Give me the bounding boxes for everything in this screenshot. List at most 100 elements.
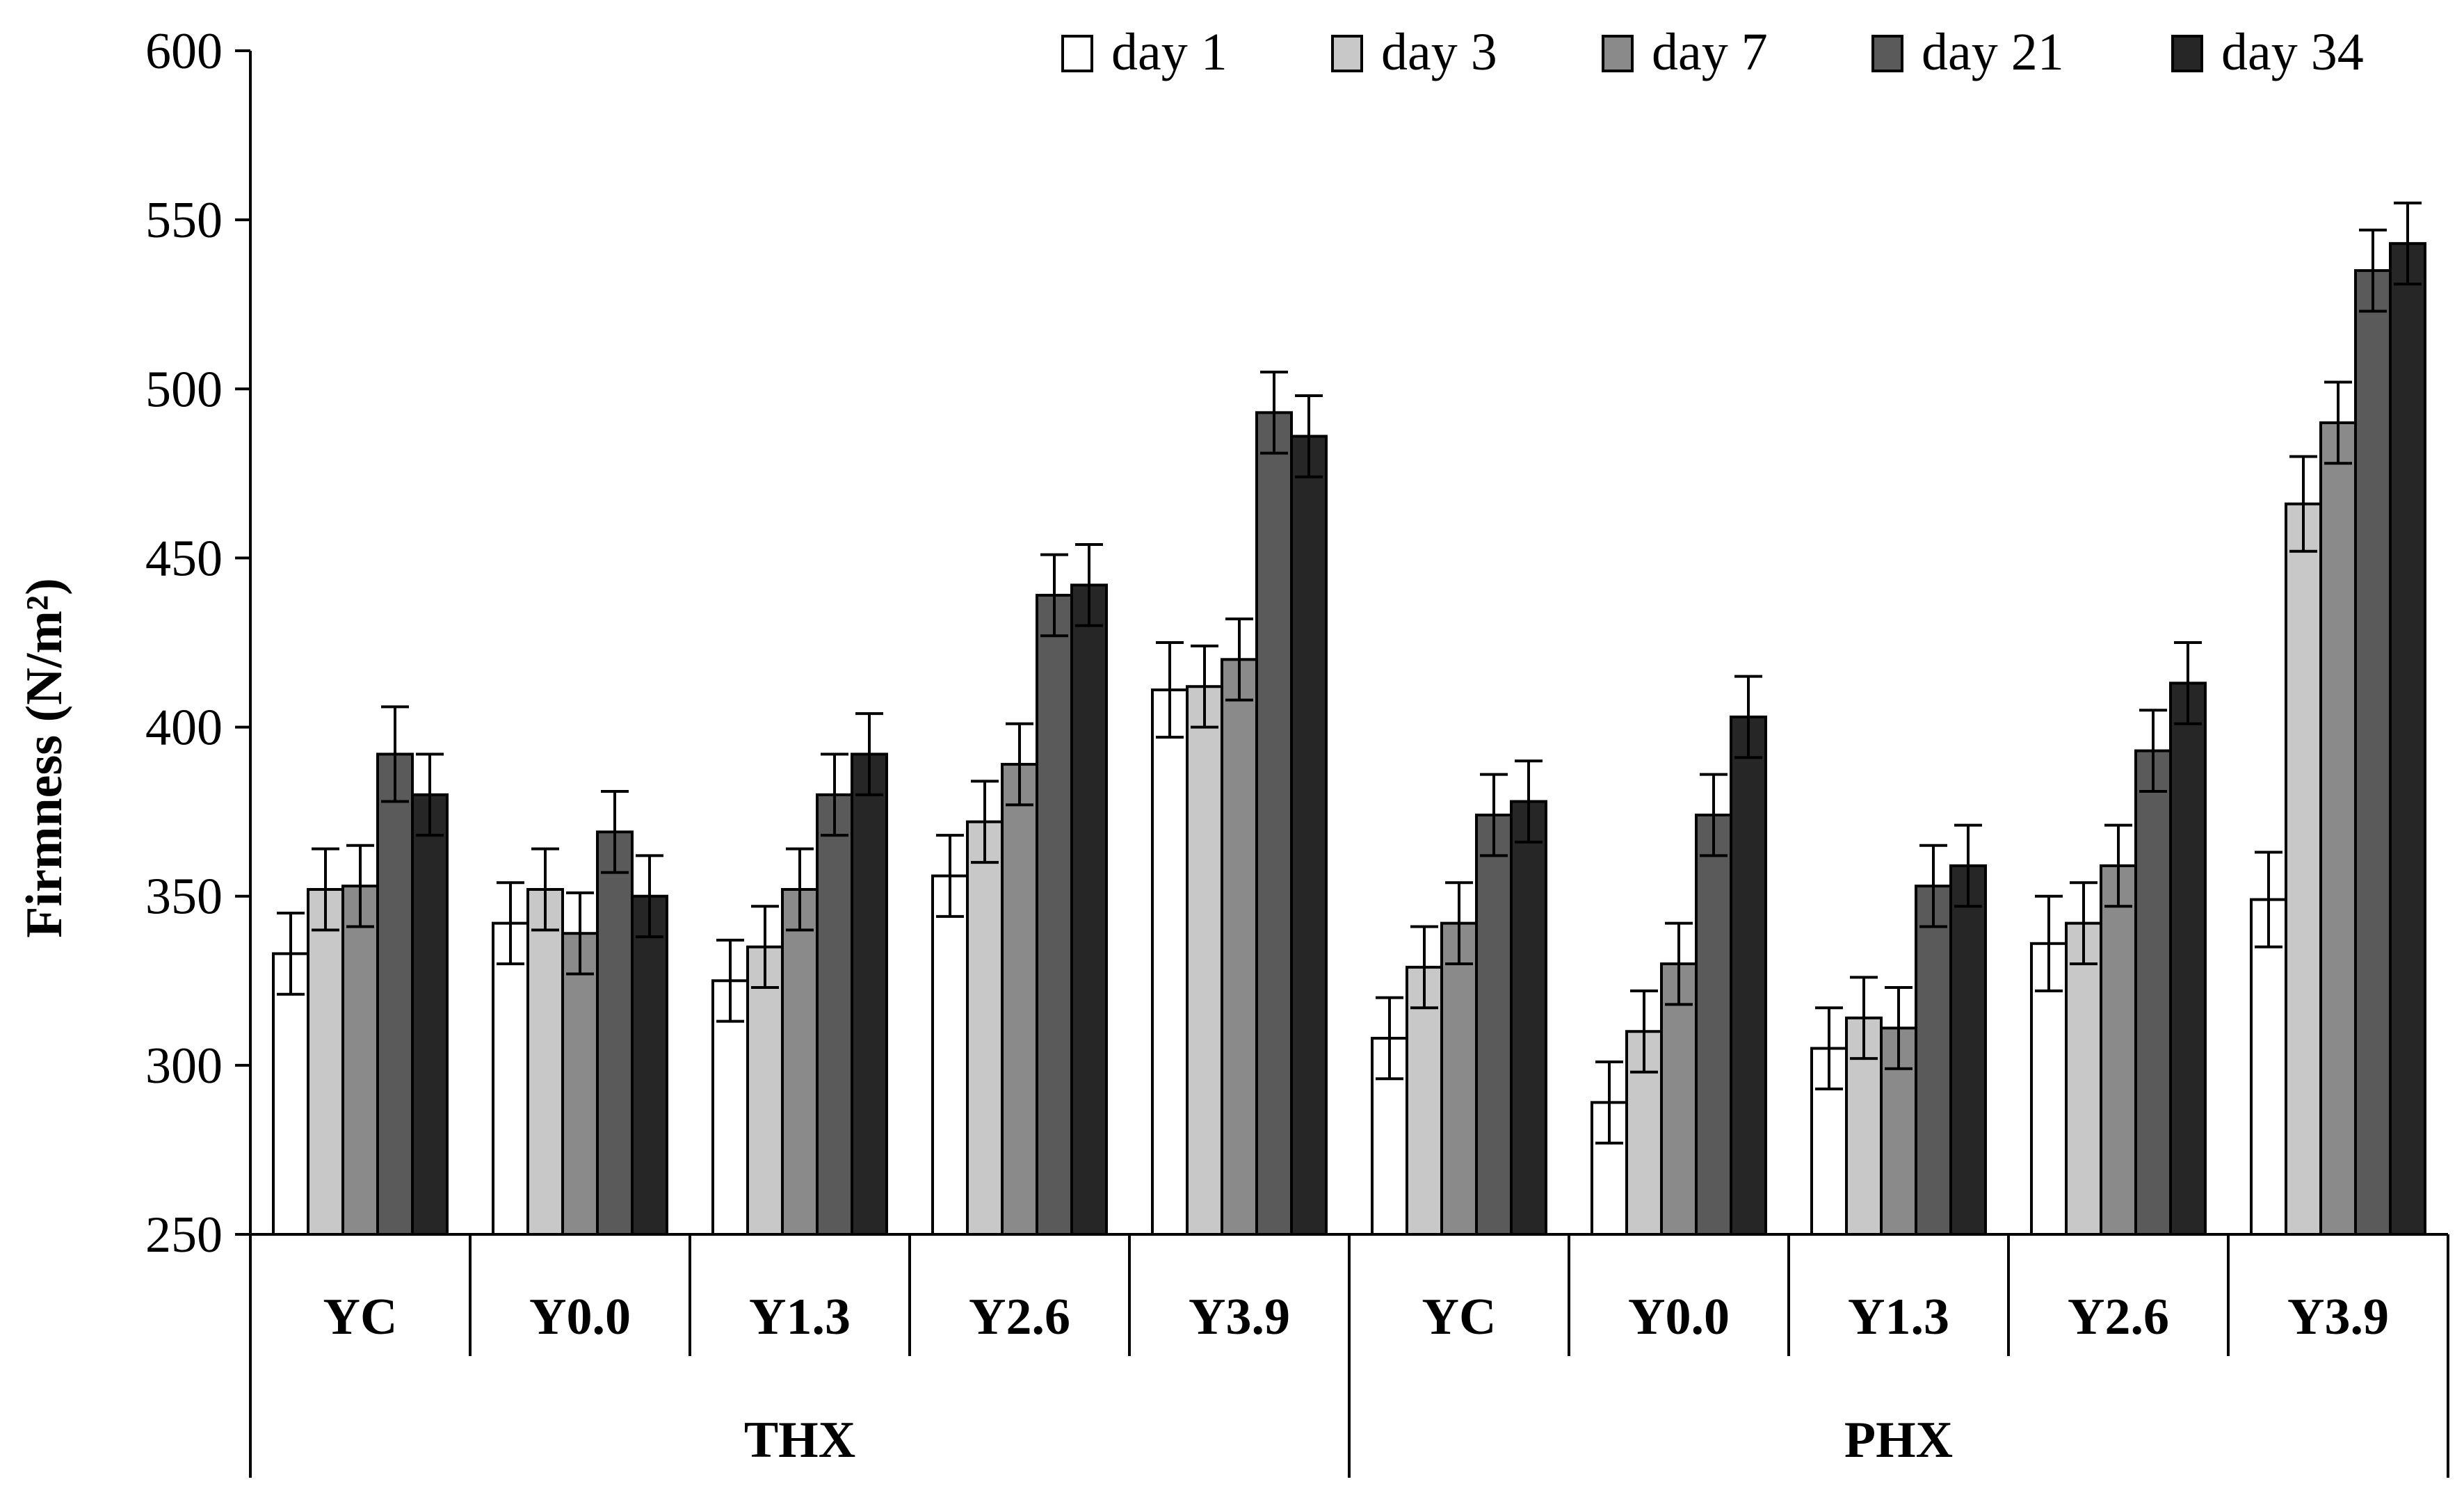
error-bar-day-3-2 [531,847,559,932]
legend-label: day 1 [1111,23,1227,81]
error-bar-day-7-7 [1665,921,1693,1006]
bar-day-34-10 [2389,242,2426,1236]
error-bar-day-3-3 [751,905,779,990]
error-bar-day-7-3 [786,847,814,932]
bar-day-3-9 [2065,921,2102,1236]
legend: day 1 day 3 day 7 day 21 day 34 [1061,23,2364,81]
x-tick-label: Y3.9 [1189,1289,1290,1346]
error-bar-day-21-3 [821,752,848,837]
bar-day-1-2 [492,921,529,1236]
bar-day-3-3 [746,945,784,1236]
error-bar-day-21-2 [601,789,629,874]
x-tick-label: Y0.0 [1628,1289,1730,1346]
error-bar-day-21-4 [1040,553,1068,638]
error-bar-day-34-10 [2394,201,2422,286]
legend-item-day-21: day 21 [1871,23,2064,81]
bar-day-7-7 [1660,962,1698,1236]
error-bar-day-21-5 [1260,370,1288,455]
error-bar-day-3-5 [1191,644,1218,729]
bar-day-34-3 [851,752,888,1236]
error-bar-day-34-9 [2174,641,2202,725]
legend-swatch [1061,35,1093,72]
error-bar-day-1-10 [2255,850,2282,949]
error-bar-day-34-5 [1295,394,1323,478]
error-bar-day-3-1 [312,847,339,932]
x-tick-label: Y1.3 [1848,1289,1949,1346]
error-bar-day-7-9 [2104,823,2132,908]
error-bar-day-21-7 [1700,773,1728,857]
bar-day-7-6 [1440,921,1478,1236]
error-bar-day-7-6 [1445,881,1473,965]
error-bar-day-1-5 [1156,641,1184,739]
error-bar-day-3-4 [971,780,999,864]
bar-day-34-6 [1510,800,1547,1236]
bar-day-21-8 [1915,885,1952,1236]
error-bar-day-21-10 [2359,228,2387,313]
error-bar-day-1-9 [2035,894,2063,992]
error-bar-day-3-8 [1850,976,1878,1061]
error-bar-day-7-2 [566,891,594,976]
bar-day-3-5 [1186,685,1223,1236]
legend-label: day 21 [1922,23,2064,81]
error-bar-day-1-8 [1815,1006,1843,1090]
bar-day-1-4 [931,874,969,1236]
bar-day-34-7 [1730,715,1767,1236]
error-bar-day-34-4 [1075,542,1103,627]
error-bar-day-7-1 [346,844,374,928]
error-bar-day-21-1 [381,705,409,803]
x-tick-label: YC [1422,1289,1497,1346]
bar-day-1-10 [2250,898,2287,1236]
x-tick-label: Y2.6 [969,1289,1070,1346]
error-bar-day-7-8 [1885,986,1913,1070]
bar-day-7-3 [781,887,819,1236]
group-label-phx: PHX [1844,1412,1953,1469]
legend-label: day 3 [1381,23,1497,81]
y-tick-label: 600 [145,23,223,80]
legend-item-day-34: day 34 [2171,23,2364,81]
error-bar-day-1-1 [277,912,305,996]
error-bar-day-1-6 [1376,996,1403,1081]
bar-day-21-1 [376,752,414,1236]
bar-day-7-10 [2319,421,2357,1236]
error-bar-day-34-6 [1515,759,1543,844]
error-bar-day-3-9 [2070,881,2097,965]
bar-day-3-4 [966,820,1004,1236]
error-bar-day-1-2 [497,881,524,965]
bar-day-21-7 [1695,814,1732,1236]
error-bar-day-3-7 [1630,989,1658,1074]
axes-layer: 250 300 350 400 450 500 550 600 YC Y0.0 Y1.3 Y2.6 Y3… [145,23,2449,1478]
x-tick-label: Y0.0 [529,1289,631,1346]
bar-day-7-9 [2100,864,2137,1236]
x-tick-label: Y3.9 [2287,1289,2389,1346]
bar-day-7-5 [1221,658,1258,1236]
bar-day-1-1 [272,952,309,1236]
error-bar-day-34-3 [855,712,883,796]
legend-label: day 34 [2221,23,2364,81]
bar-day-34-9 [2169,682,2207,1236]
error-bar-day-3-10 [2289,455,2317,553]
bar-day-34-4 [1070,583,1108,1236]
error-bar-day-1-4 [936,834,964,918]
bar-day-21-9 [2134,749,2172,1236]
bar-day-1-5 [1151,688,1189,1236]
legend-swatch [1602,35,1634,72]
error-bar-day-7-5 [1225,617,1253,702]
bar-day-21-4 [1036,593,1073,1236]
error-bar-day-21-6 [1480,773,1508,857]
legend-swatch [1331,35,1363,72]
error-bar-day-7-10 [2324,380,2352,465]
bar-day-34-2 [631,894,668,1236]
error-bar-day-3-6 [1410,925,1438,1010]
bar-day-7-1 [341,885,379,1236]
bar-day-21-10 [2354,269,2392,1236]
legend-swatch [2171,35,2203,72]
group-label-thx: THX [744,1412,855,1469]
y-tick-label: 400 [145,700,223,757]
x-tick-label: Y1.3 [749,1289,851,1346]
legend-swatch [1871,35,1903,72]
y-axis-label: Firmness (N/m²) [16,578,73,937]
legend-label: day 7 [1652,23,1768,81]
error-bar-day-34-1 [416,752,444,837]
error-bar-day-21-8 [1919,844,1947,928]
